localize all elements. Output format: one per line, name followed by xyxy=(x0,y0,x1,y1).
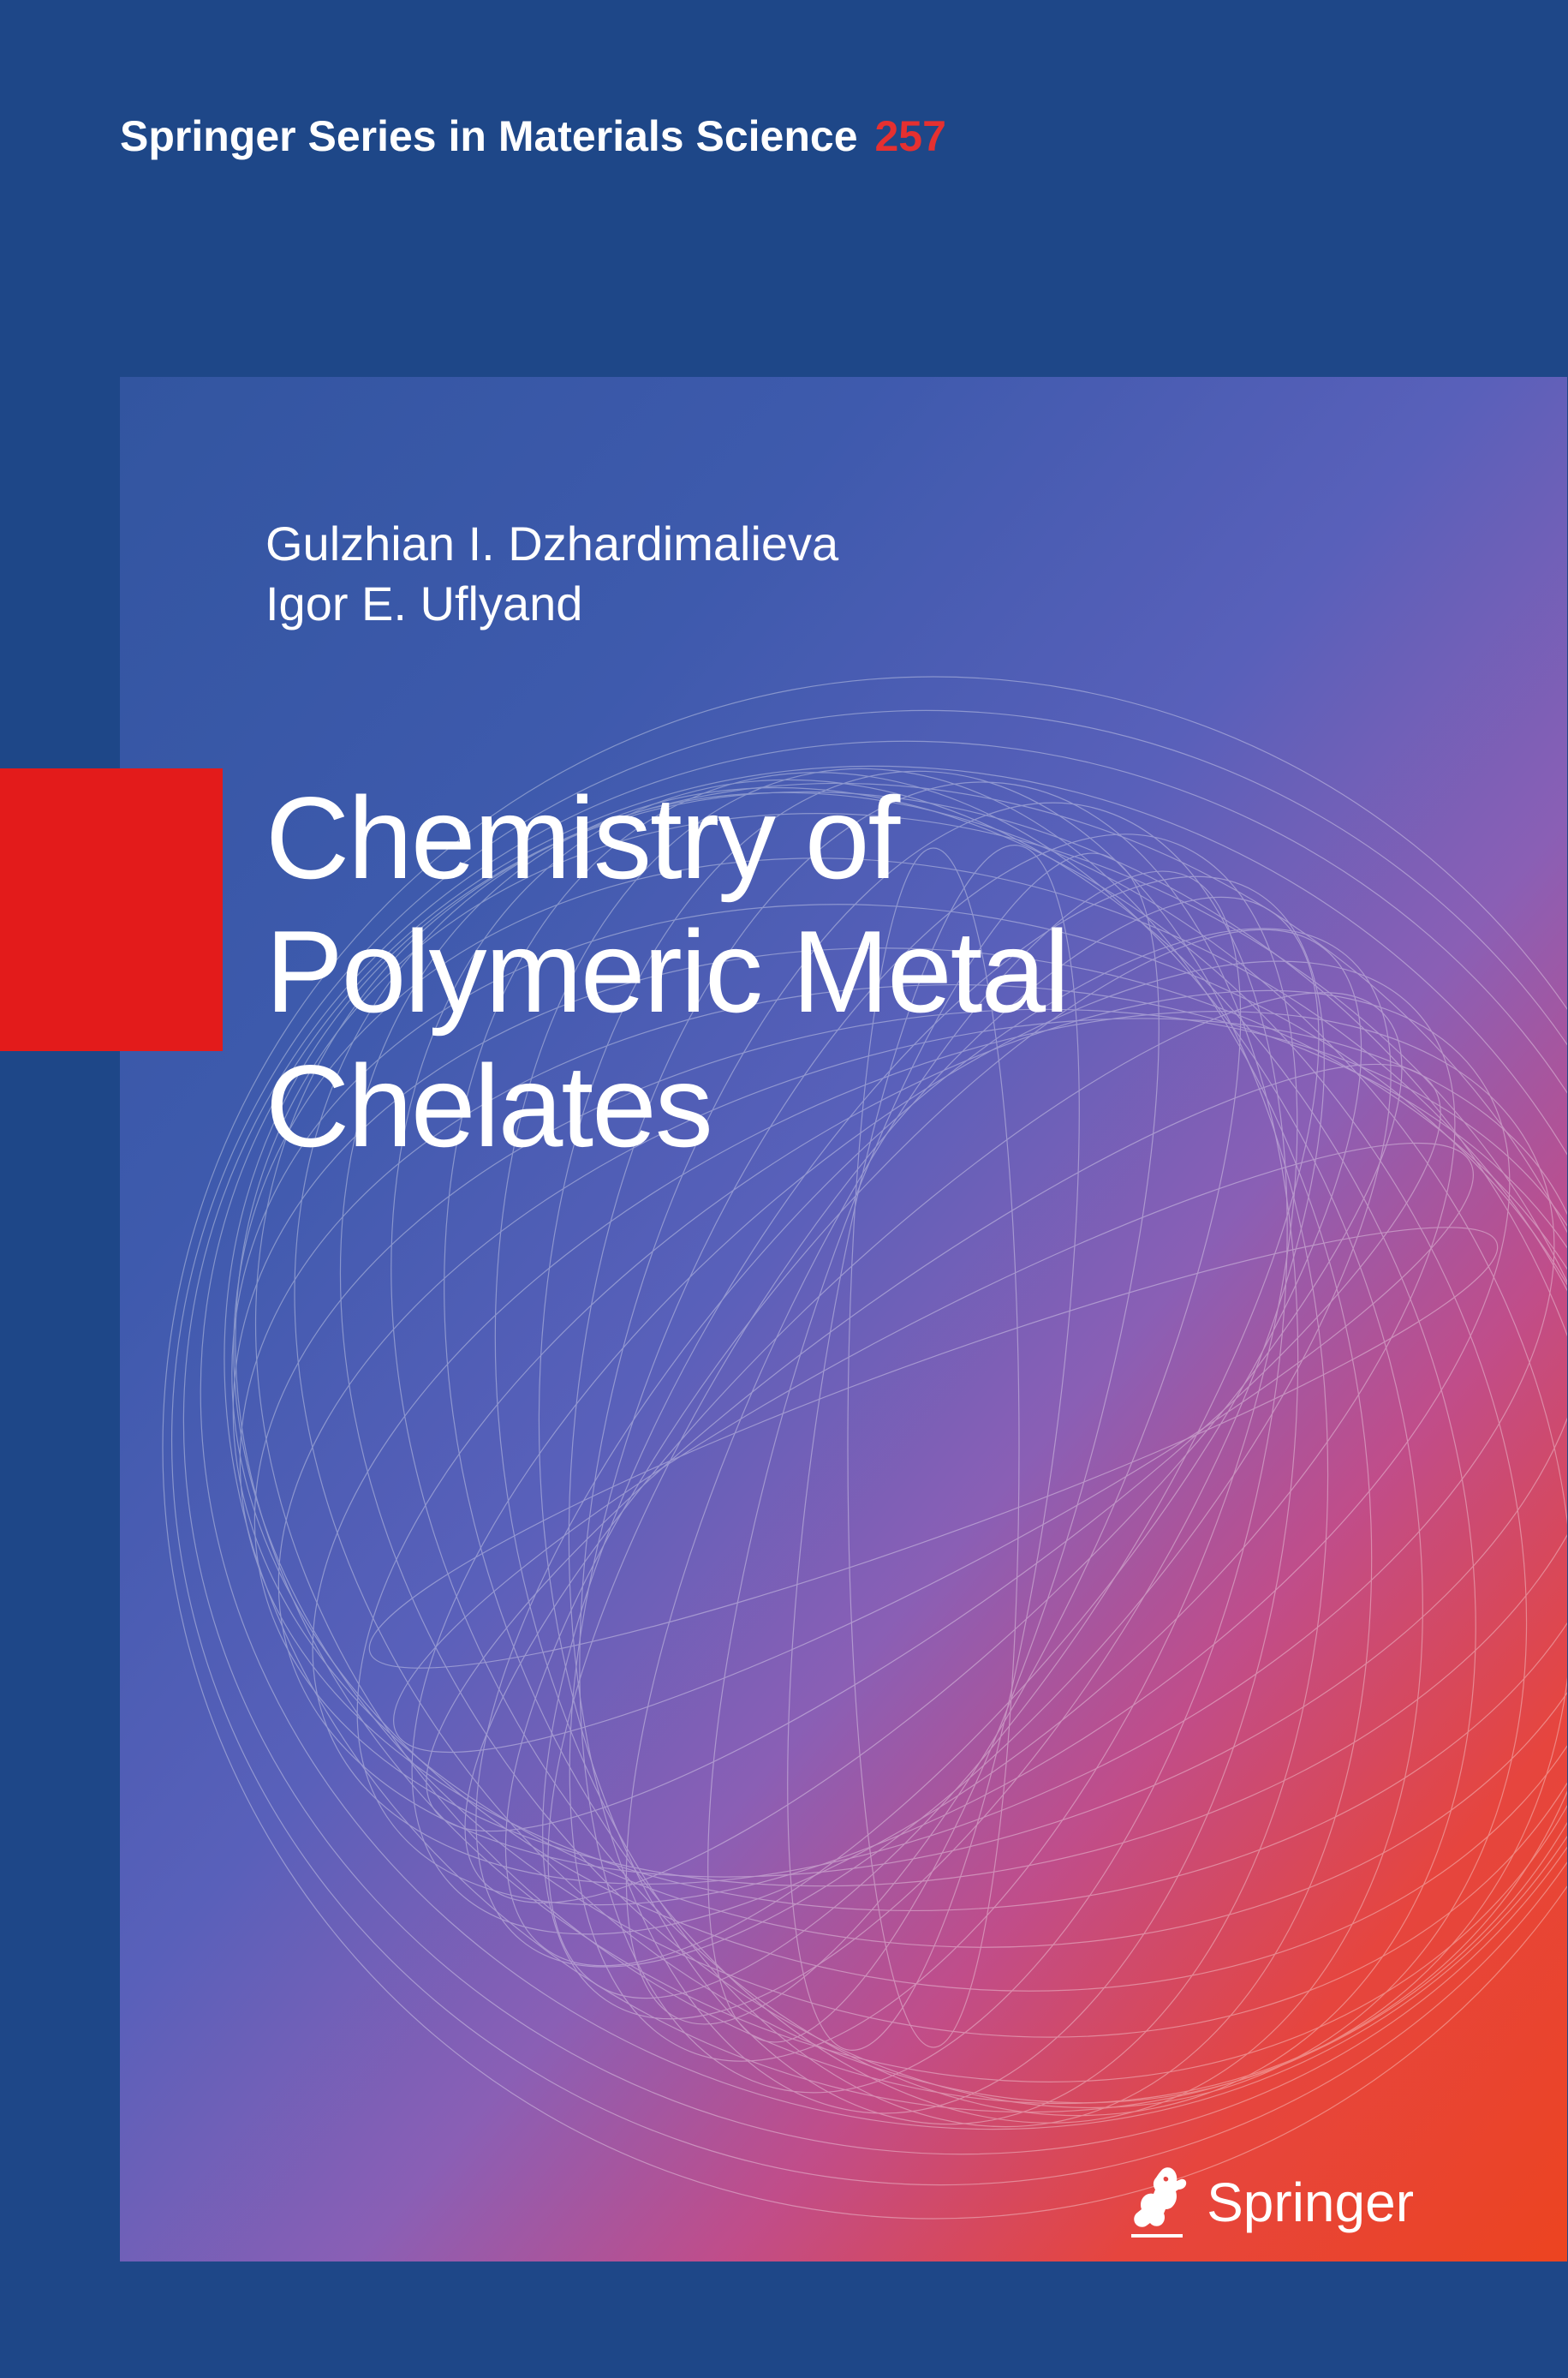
series-header: Springer Series in Materials Science 257 xyxy=(120,111,946,161)
gradient-panel xyxy=(120,377,1567,2261)
series-number: 257 xyxy=(875,112,946,160)
book-title: Chemistry of Polymeric Metal Chelates xyxy=(265,771,1068,1173)
author-2: Igor E. Uflyand xyxy=(265,574,838,634)
series-name: Springer Series in Materials Science xyxy=(120,112,858,160)
publisher-block: Springer xyxy=(1123,2164,1414,2241)
author-1: Gulzhian I. Dzhardimalieva xyxy=(265,514,838,574)
title-line-1: Chemistry of xyxy=(265,771,1068,905)
springer-horse-icon xyxy=(1123,2164,1191,2241)
spirograph-pattern xyxy=(120,377,1567,2261)
publisher-name: Springer xyxy=(1207,2171,1414,2234)
red-accent-bar xyxy=(0,768,223,1051)
title-line-2: Polymeric Metal xyxy=(265,905,1068,1038)
authors-block: Gulzhian I. Dzhardimalieva Igor E. Uflya… xyxy=(265,514,838,634)
title-line-3: Chelates xyxy=(265,1039,1068,1173)
